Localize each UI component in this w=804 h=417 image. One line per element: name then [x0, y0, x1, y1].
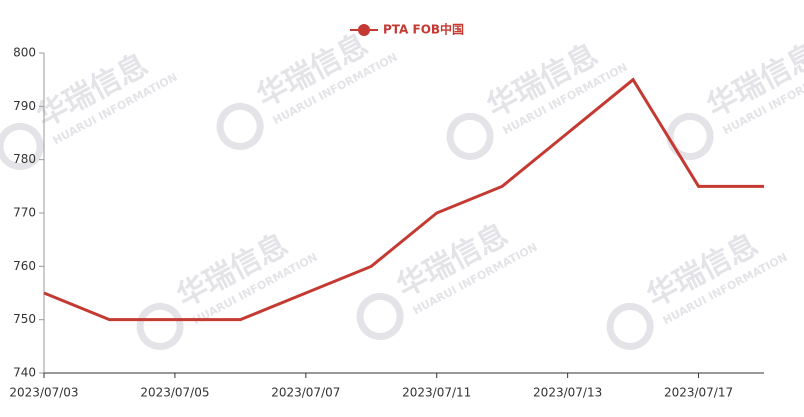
x-tick-label: 2023/07/07 — [271, 386, 340, 400]
y-tick-label: 790 — [13, 99, 36, 113]
x-tick-label: 2023/07/03 — [9, 386, 78, 400]
x-tick-label: 2023/07/17 — [664, 386, 733, 400]
line — [43, 77, 764, 322]
legend-label: PTA FOB中国 — [383, 22, 464, 37]
watermark-logo — [216, 102, 264, 150]
y-tick-label: 780 — [13, 152, 36, 166]
x-tick-label: 2023/07/05 — [140, 386, 209, 400]
watermark-logo — [0, 122, 44, 170]
watermark-logo — [136, 302, 184, 350]
watermark-logo — [666, 112, 714, 160]
legend-marker — [358, 24, 370, 36]
y-tick-label: 740 — [13, 366, 36, 380]
x-tick-label: 2023/07/11 — [402, 386, 471, 400]
y-tick-label: 760 — [13, 259, 36, 273]
watermark-logo — [606, 302, 654, 350]
watermark-logo — [356, 292, 404, 340]
watermark-logo — [446, 112, 494, 160]
y-tick-label: 750 — [13, 312, 36, 326]
x-tick-label: 2023/07/13 — [533, 386, 602, 400]
y-tick-label: 800 — [13, 46, 36, 60]
y-tick-label: 770 — [13, 206, 36, 220]
